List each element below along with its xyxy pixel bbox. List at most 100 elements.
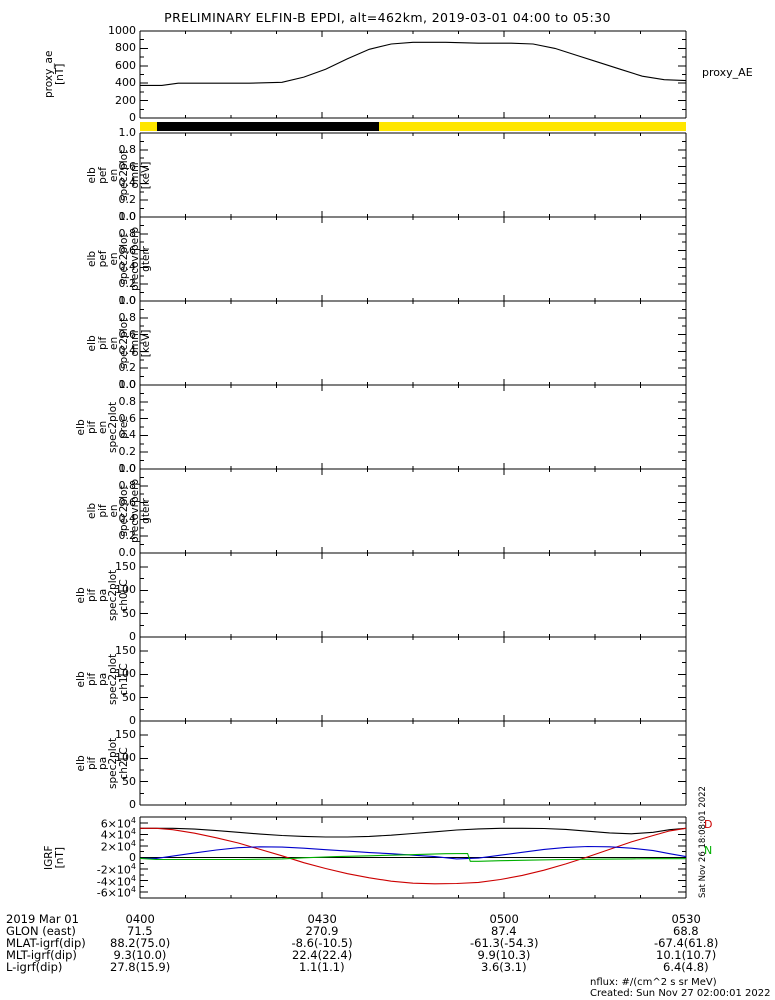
footer-value: 9.9(10.3) <box>477 948 531 962</box>
y-axis-label: elb pef en spec2plot omni [keV] <box>86 149 153 201</box>
side-timestamp: Sat Nov 26 18:08:01 2022 <box>698 786 708 898</box>
y-axis-tick-label: 0.2 <box>118 193 137 207</box>
y-axis-tick-label: 0.6 <box>118 243 137 257</box>
y-axis-tick-label: 400 <box>115 76 136 90</box>
y-axis-tick-label: 0.4 <box>118 512 137 526</box>
trace-N <box>139 852 686 862</box>
y-axis-tick-label: 4×104 <box>100 827 136 842</box>
y-axis-tick-label: -4×104 <box>96 873 136 889</box>
trace-D <box>140 827 687 885</box>
page-title: PRELIMINARY ELFIN-B EPDI, alt=462km, 201… <box>164 10 611 25</box>
y-axis-tick-label: 50 <box>122 606 136 620</box>
y-axis-tick-label: 0.0 <box>118 378 137 391</box>
x-axis-tick-label: 0400 <box>125 912 155 926</box>
y-axis-tick-label: 50 <box>122 774 136 788</box>
y-axis-tick-label: 100 <box>115 751 136 765</box>
y-axis-tick-label: 150 <box>115 560 136 573</box>
footer-value: 71.5 <box>127 924 153 938</box>
y-axis-tick-label: 1.0 <box>118 210 137 223</box>
footer-value: 6.4(4.8) <box>663 960 709 974</box>
y-axis-tick-label: 6×104 <box>100 815 136 831</box>
time-interval-bar-segment <box>157 122 379 131</box>
y-axis-tick-label: 0.2 <box>118 277 137 291</box>
y-axis-tick-label: 0.4 <box>118 344 137 358</box>
y-axis-tick-label: 800 <box>115 41 136 55</box>
y-axis-label: elb pif en spec2plot precovrperp gterr <box>86 478 153 543</box>
x-axis-tick-label: 0500 <box>489 912 519 926</box>
y-axis-tick-label: 0.4 <box>118 260 137 274</box>
y-axis-tick-label: 0 <box>129 630 136 643</box>
footer-value: -61.3(-54.3) <box>470 936 539 950</box>
y-axis-tick-label: 0.2 <box>118 529 137 543</box>
y-axis-tick-label: 50 <box>122 690 136 704</box>
footer-value: 1.1(1.1) <box>299 960 345 974</box>
y-axis-label: proxy_ae [nT] <box>43 50 66 98</box>
y-axis-tick-label: 0 <box>129 850 136 864</box>
footer-row-label: MLAT-igrf(dip) <box>6 936 86 950</box>
footer-value: 88.2(75.0) <box>110 936 171 950</box>
y-axis-tick-label: 0.0 <box>118 546 137 559</box>
x-axis-tick-label: 0430 <box>307 912 337 926</box>
y-axis-tick-label: 0 <box>129 714 136 727</box>
y-axis-tick-label: 0 <box>129 798 136 811</box>
y-axis-tick-label: 1.0 <box>118 126 137 139</box>
y-axis-tick-label: 0.8 <box>118 478 137 492</box>
y-axis-tick-label: 0.0 <box>118 462 137 475</box>
y-axis-tick-label: 600 <box>115 58 136 72</box>
time-interval-bar <box>140 122 686 131</box>
y-axis-tick-label: 0.6 <box>118 159 137 173</box>
y-axis-tick-label: 0.6 <box>118 327 137 341</box>
y-axis-tick-label: 1000 <box>108 24 136 37</box>
footer-value: 9.3(10.0) <box>113 948 167 962</box>
igrf-legend-N: N <box>704 844 713 857</box>
footer-row-label: MLT-igrf(dip) <box>6 948 77 962</box>
y-axis-tick-label: 1.0 <box>118 294 137 307</box>
y-axis-label: IGRF [nT] <box>43 845 66 870</box>
footer-value: 22.4(22.4) <box>292 948 353 962</box>
y-axis-tick-label: 0.6 <box>118 495 137 509</box>
footer-value: 10.1(10.7) <box>656 948 717 962</box>
x-axis-tick-label: 0530 <box>671 912 701 926</box>
y-axis-tick-label: 0.4 <box>118 176 137 190</box>
y-axis-tick-label: 0.8 <box>118 226 137 240</box>
igrf-legend-D: D <box>704 818 713 831</box>
footer-value: 270.9 <box>305 924 339 938</box>
footer-value: 87.4 <box>491 924 517 938</box>
y-axis-tick-label: 0.2 <box>118 445 137 459</box>
footer-value: 3.6(3.1) <box>481 960 527 974</box>
y-axis-label: elb pef en spec2plot precovrperp gterr <box>86 226 153 291</box>
footer-row-label: GLON (east) <box>6 924 76 938</box>
y-axis-tick-label: 0 <box>129 111 136 124</box>
y-axis-label: elb pif en spec2plot prec <box>75 401 131 453</box>
nflux-note: nflux: #/(cm^2 s sr MeV) <box>590 977 717 988</box>
y-axis-tick-label: 1.0 <box>118 462 137 475</box>
footer-value: 27.8(15.9) <box>110 960 171 974</box>
y-axis-tick-label: 200 <box>115 93 136 107</box>
y-axis-tick-label: -2×104 <box>96 862 136 877</box>
y-axis-tick-label: 0.0 <box>118 210 137 223</box>
y-axis-tick-label: 0.0 <box>118 294 137 307</box>
y-axis-tick-label: 1.0 <box>118 378 137 391</box>
y-axis-tick-label: 0.8 <box>118 310 137 324</box>
proxy-ae-trace-label: proxy_AE <box>702 66 753 79</box>
trace-magnitude <box>140 827 687 838</box>
y-axis-tick-label: 0.2 <box>118 361 137 375</box>
y-axis-tick-label: 0.8 <box>118 394 137 408</box>
y-axis-label: elb pif pa spec2plot ch2LC <box>75 737 131 789</box>
y-axis-tick-label: 150 <box>115 644 136 657</box>
footer-value: -67.4(61.8) <box>654 936 719 950</box>
y-axis-label: elb pif en spec2plot omni [keV] <box>86 317 153 369</box>
created-note: Created: Sun Nov 27 02:00:01 2022 <box>590 988 771 999</box>
y-axis-tick-label: 2×104 <box>100 838 136 854</box>
y-axis-tick-label: 100 <box>115 583 136 597</box>
y-axis-tick-label: 0.6 <box>118 411 137 425</box>
y-axis-label: elb pif pa spec2plot ch1LC <box>75 653 131 705</box>
footer-value: 68.8 <box>673 924 699 938</box>
footer-value: -8.6(-10.5) <box>291 936 353 950</box>
y-axis-tick-label: -6×104 <box>96 885 136 900</box>
footer-row-label: 2019 Mar 01 <box>6 912 79 926</box>
y-axis-label: elb pif pa spec2plot ch0LC <box>75 569 131 621</box>
footer-row-label: L-igrf(dip) <box>6 960 63 974</box>
trace-proxy_AE <box>140 41 687 86</box>
